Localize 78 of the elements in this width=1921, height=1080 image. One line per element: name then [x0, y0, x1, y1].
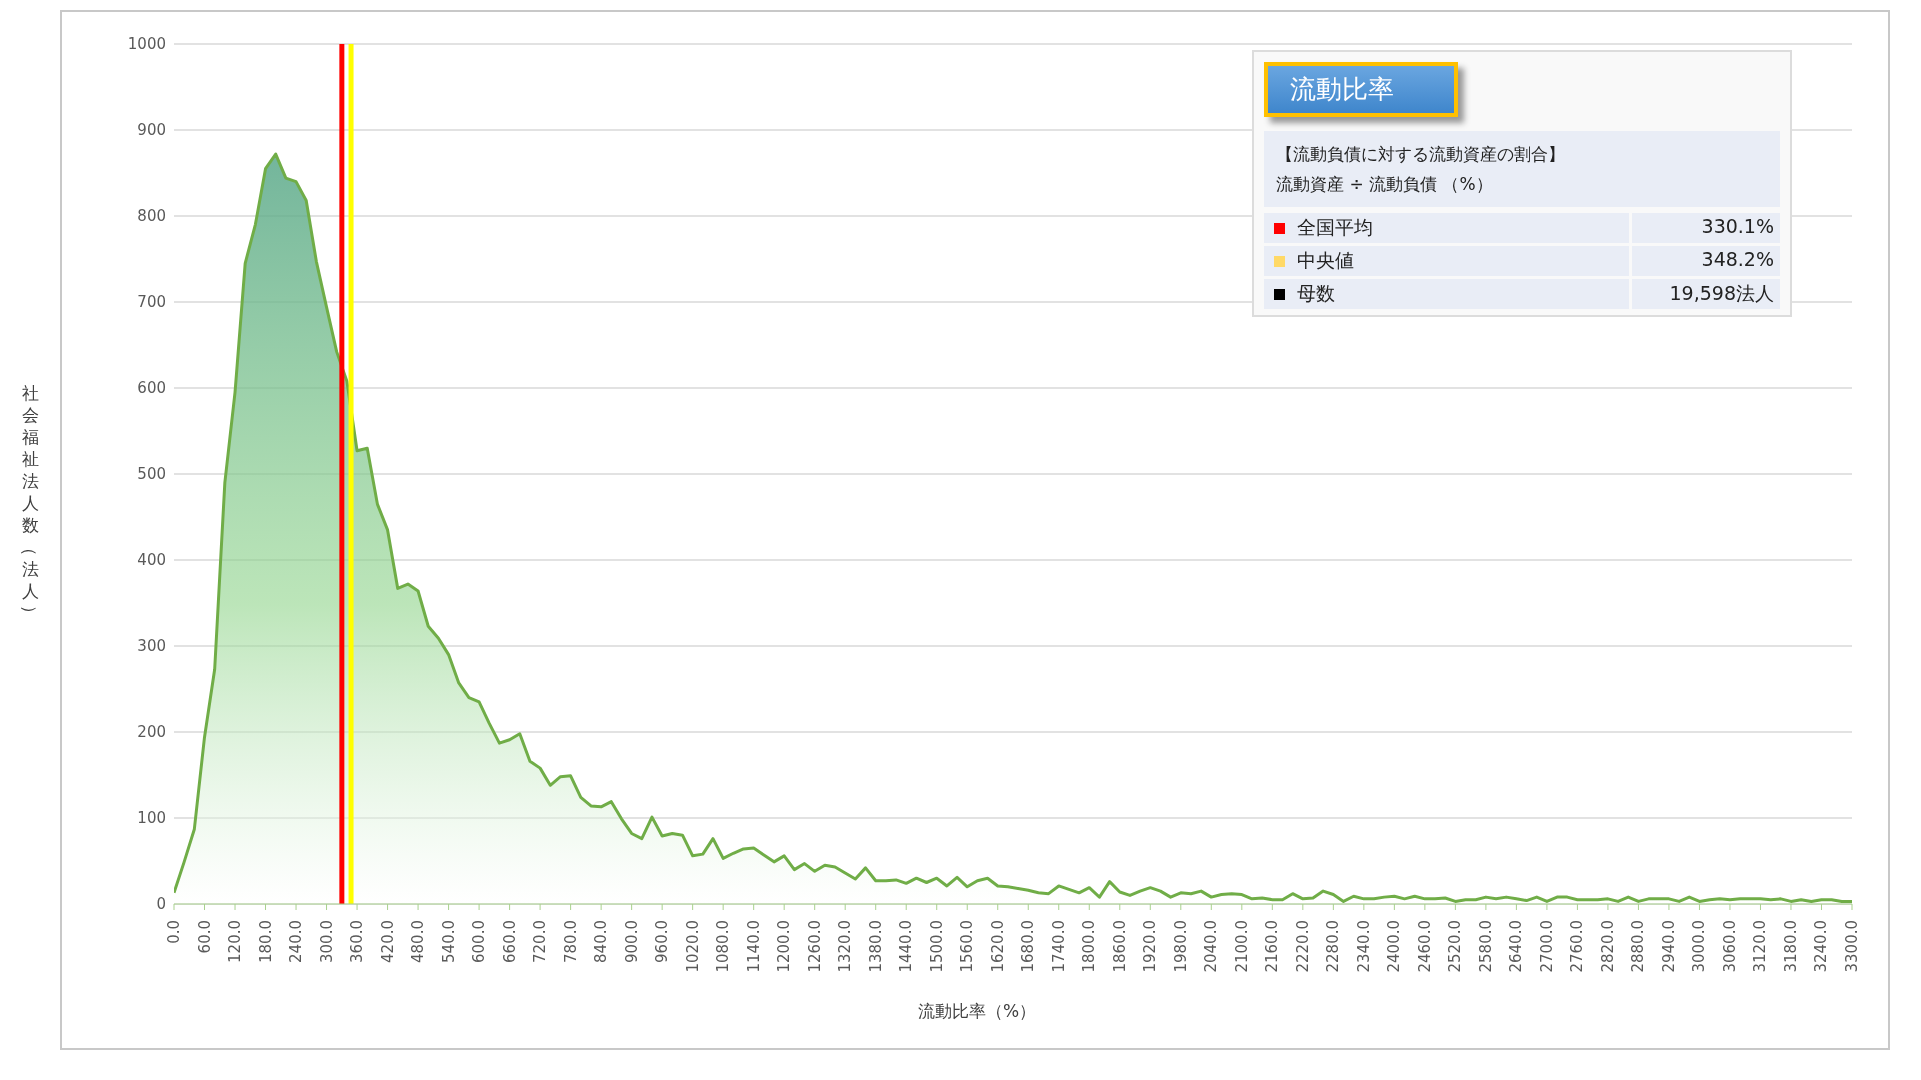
x-tick-label: 1380.0: [866, 920, 885, 973]
x-tick-label: 840.0: [592, 920, 611, 963]
x-tick-label: 2340.0: [1354, 920, 1373, 973]
x-tick-label: 1680.0: [1019, 920, 1038, 973]
x-tick-label: 2220.0: [1293, 920, 1312, 973]
x-tick-label: 3300.0: [1843, 920, 1861, 973]
x-tick-label: 2040.0: [1202, 920, 1221, 973]
x-tick-label: 3240.0: [1812, 920, 1831, 973]
table-cell: 中央値: [1264, 246, 1629, 276]
formula-panel: 【流動負債に対する流動資産の割合】 流動資産 ÷ 流動負債 （%）: [1264, 131, 1780, 207]
x-tick-label: 1560.0: [958, 920, 977, 973]
x-tick-label: 780.0: [561, 920, 580, 963]
x-tick-label: 1140.0: [744, 920, 763, 973]
x-tick-label: 1620.0: [988, 920, 1007, 973]
x-tick-label: 2640.0: [1507, 920, 1526, 973]
y-tick-label: 600: [137, 379, 166, 398]
x-tick-label: 900.0: [622, 920, 641, 963]
y-tick-label: 800: [137, 207, 166, 226]
x-tick-label: 2880.0: [1629, 920, 1648, 973]
x-tick-label: 660.0: [500, 920, 519, 963]
x-axis-title: 流動比率（%）: [916, 1000, 1038, 1023]
y-tick-label: 500: [137, 465, 166, 484]
x-tick-label: 2280.0: [1324, 920, 1343, 973]
x-tick-label: 1200.0: [775, 920, 794, 973]
x-tick-label: 0.0: [165, 920, 183, 944]
x-tick-label: 1440.0: [897, 920, 916, 973]
x-tick-label: 3120.0: [1751, 920, 1770, 973]
x-tick-label: 480.0: [409, 920, 428, 963]
y-tick-label: 900: [137, 121, 166, 140]
y-tick-label: 200: [137, 723, 166, 742]
x-tick-label: 300.0: [317, 920, 336, 963]
annotation: 流動資産 ÷ 流動負債 （%）: [1276, 173, 1494, 196]
x-tick-label: 2700.0: [1537, 920, 1556, 973]
x-tick-label: 120.0: [226, 920, 245, 963]
table-cell: 母数: [1264, 279, 1629, 309]
y-tick-label: 1000: [127, 35, 166, 54]
x-tick-label: 60.0: [195, 920, 214, 954]
table-cell: 348.2%: [1632, 246, 1780, 276]
x-tick-label: 3000.0: [1690, 920, 1709, 973]
x-tick-label: 3060.0: [1720, 920, 1739, 973]
table-cell: 全国平均: [1264, 213, 1629, 243]
x-tick-label: 1740.0: [1049, 920, 1068, 973]
x-tick-label: 1320.0: [836, 920, 855, 973]
x-tick-label: 2940.0: [1659, 920, 1678, 973]
x-tick-label: 1500.0: [927, 920, 946, 973]
x-tick-label: 2520.0: [1446, 920, 1465, 973]
x-tick-label: 2160.0: [1263, 920, 1282, 973]
x-tick-label: 2820.0: [1598, 920, 1617, 973]
x-tick-label: 1260.0: [805, 920, 824, 973]
x-tick-label: 1080.0: [714, 920, 733, 973]
x-tick-label: 180.0: [256, 920, 275, 963]
x-tick-label: 600.0: [470, 920, 489, 963]
y-tick-label: 400: [137, 551, 166, 570]
x-tick-label: 960.0: [653, 920, 672, 963]
text: 社会福祉法人数（法人）: [20, 383, 40, 622]
x-tick-label: 1980.0: [1171, 920, 1190, 973]
title-banner: 流動比率: [1264, 62, 1458, 117]
table-cell: 19,598法人: [1632, 279, 1780, 309]
x-tick-label: 2100.0: [1232, 920, 1251, 973]
x-tick-label: 2760.0: [1568, 920, 1587, 973]
x-tick-label: 360.0: [348, 920, 367, 963]
x-tick-label: 1860.0: [1110, 920, 1129, 973]
y-tick-label: 700: [137, 293, 166, 312]
x-tick-label: 540.0: [439, 920, 458, 963]
y-tick-label: 300: [137, 637, 166, 656]
x-tick-label: 2460.0: [1415, 920, 1434, 973]
x-tick-label: 720.0: [531, 920, 550, 963]
x-tick-label: 1920.0: [1141, 920, 1160, 973]
x-tick-label: 3180.0: [1781, 920, 1800, 973]
x-tick-label: 240.0: [287, 920, 306, 963]
table-cell: 330.1%: [1632, 213, 1780, 243]
x-tick-label: 2580.0: [1476, 920, 1495, 973]
y-tick-label: 0: [156, 895, 166, 914]
x-tick-label: 420.0: [378, 920, 397, 963]
y-tick-label: 100: [137, 809, 166, 828]
x-tick-label: 1020.0: [683, 920, 702, 973]
x-tick-label: 2400.0: [1385, 920, 1404, 973]
x-tick-label: 1800.0: [1080, 920, 1099, 973]
